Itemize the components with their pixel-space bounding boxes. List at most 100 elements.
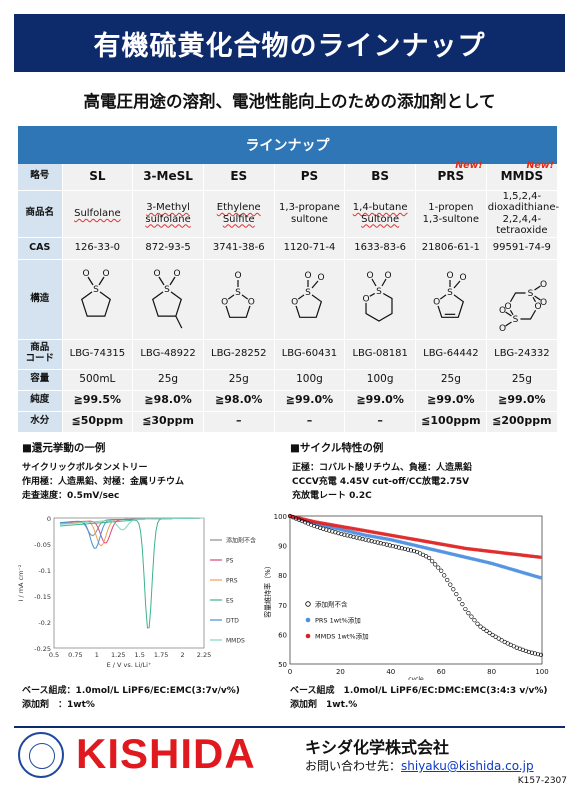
cv-x-axis-label: E / V vs. Li/Li⁺ [107, 661, 152, 669]
cycle-data-point [324, 527, 329, 532]
svg-text:O: O [367, 271, 374, 281]
cas-cell-es: 3741-38-6 [202, 237, 275, 260]
code-cell-ps: LBG-60431 [273, 339, 345, 370]
cas-value: 1633-83-6 [354, 242, 407, 254]
row-cas: CAS 126-33-0 872-93-5 3741-38-6 1120-71-4 16… [18, 237, 557, 260]
cycle-data-point [336, 531, 341, 536]
cycle-data-point [499, 638, 504, 643]
name-cell-ps: 1,3-propane sultone [273, 190, 345, 238]
reduction-conditions: サイクリックボルタンメトリー 作用極：人造黒鉛、対極：金属リチウム 走査速度：0… [22, 461, 184, 503]
capacity-value: 25g [440, 373, 461, 386]
cycle-data-point [466, 610, 471, 616]
svg-text:S: S [376, 287, 382, 297]
reduction-condition-2: 作用極：人造黒鉛、対極：金属リチウム [22, 477, 185, 487]
molecule-structure-icon: SO O [152, 269, 183, 329]
name-cell-prs: 1-propen 1,3-sultone [415, 190, 487, 238]
cv-y-tick-label: -0.1 [38, 567, 51, 575]
cycle-data-point [445, 577, 450, 583]
cycle-data-point [478, 624, 483, 629]
name-cell-3-mesl: 3-Methyl sulfolane [132, 190, 204, 238]
abbr-value: 3-MeSL [143, 168, 193, 183]
cycle-legend-label: PRS 1wt%添加 [315, 616, 361, 625]
code-cell-3-mesl: LBG-48922 [132, 339, 204, 370]
cycle-data-point [351, 534, 356, 539]
contact-email-link[interactable]: shiyaku@kishida.co.jp [401, 759, 534, 773]
cv-y-tick-label: -0.15 [34, 593, 51, 601]
name-cell-mmds: 1,5,2,4-dioxadithiane-2,2,4,4-tetraoxide [485, 190, 560, 238]
contact-label: お問い合わせ先： [305, 759, 402, 773]
page-subtitle: 高電圧用途の溶剤、電池性能向上のための添加剤として [83, 92, 496, 111]
company-seal-logo [18, 732, 64, 778]
capacity-value: 25g [228, 373, 249, 386]
svg-text:O: O [540, 280, 547, 290]
cycle-y-tick-label: 100 [274, 513, 287, 521]
cycle-condition-2: CCCV充電 4.45V cut-off/CC放電2.75V [292, 477, 470, 487]
name-value: 1,4-butane Sultone [352, 202, 408, 225]
row-label-structure: 構造 [18, 259, 62, 340]
water-cell-bs: – [344, 411, 416, 433]
name-value: 1,3-propane sultone [279, 202, 340, 225]
cv-y-tick-label: -0.05 [34, 541, 51, 549]
cycle-y-tick-label: 50 [278, 661, 287, 669]
cycle-data-point [348, 534, 353, 539]
row-purity: 純度 ≧99.5% ≧98.0% ≧98.0% ≧99.0% ≧99.0% ≧99.0% ≧… [18, 390, 557, 412]
cycle-data-point [393, 544, 398, 549]
capacity-cell-3-mesl: 25g [132, 369, 204, 391]
cycle-section-title: ■サイクル特性の例 [290, 442, 384, 454]
cv-y-axis-label: I / mA cm⁻² [17, 564, 25, 601]
cv-legend-label: 添加剤不含 [226, 537, 256, 545]
cycle-footnote-2: 添加剤 1wt.% [290, 700, 358, 710]
cycle-data-point [529, 650, 535, 655]
purity-cell-bs: ≧99.0% [344, 390, 416, 412]
cv-y-tick-label: 0 [47, 515, 51, 523]
cycle-data-point [472, 618, 477, 623]
cycle-data-point [330, 529, 335, 534]
abbr-cell-es: ES [202, 164, 275, 191]
svg-text:O: O [540, 298, 547, 308]
cycle-data-point [423, 554, 429, 559]
water-value: ≦50ppm [71, 414, 124, 428]
water-value: – [236, 414, 242, 428]
svg-text:S: S [93, 285, 99, 295]
new-badge: New! [455, 160, 483, 171]
cycle-data-point [372, 539, 377, 544]
row-capacity: 容量 500mL 25g 25g 100g 100g 25g 25g [18, 369, 557, 391]
cv-x-tick-label: 1 [95, 651, 99, 659]
cycle-data-point [375, 540, 380, 545]
cycle-data-point [369, 539, 374, 544]
name-value: 1,5,2,4-dioxadithiane-2,2,4,4-tetraoxide [487, 190, 560, 237]
cycle-x-tick-label: 80 [487, 668, 496, 676]
cycle-data-point [327, 528, 332, 533]
abbr-value: SL [89, 168, 106, 183]
cycle-data-point [475, 621, 480, 626]
purity-cell-prs: ≧99.0% [415, 390, 487, 412]
code-value: LBG-74315 [69, 348, 126, 360]
cycle-data-point [387, 543, 392, 548]
cycle-data-point [490, 632, 495, 638]
purity-value: ≧99.0% [498, 393, 546, 407]
reduction-footnotes: ベース組成：1.0mol/L LiPF6/EC:EMC(3:7v/v%) 添加剤… [22, 684, 240, 712]
svg-text:O: O [248, 298, 255, 308]
cycle-legend-marker [305, 617, 311, 623]
cycle-data-point [339, 531, 344, 537]
abbr-cell-ps: PS [273, 164, 345, 191]
contact-line: お問い合わせ先：shiyaku@kishida.co.jp [305, 757, 534, 774]
name-cell-es: Ethylene Sulfite [202, 190, 275, 238]
reduction-footnote-2: 添加剤 ：1wt% [22, 700, 95, 710]
abbr-value: PS [300, 168, 319, 183]
cycle-data-point [318, 525, 323, 530]
cv-legend-label: MMDS [226, 638, 245, 645]
cycle-data-point [457, 597, 462, 602]
cycle-data-point [345, 533, 350, 538]
water-value: ≦30ppm [142, 414, 194, 428]
abbr-cell-sl: SL [61, 164, 133, 191]
cycle-x-tick-label: 40 [386, 668, 395, 676]
cycle-data-point [312, 523, 317, 529]
cycle-y-tick-label: 90 [278, 543, 287, 551]
name-value: Ethylene Sulfite [216, 202, 261, 225]
row-water: 水分 ≦50ppm ≦30ppm – – – ≦100ppm ≦200ppm [18, 411, 557, 433]
company-name: キシダ化学株式会社 [305, 738, 450, 757]
cv-x-tick-label: 0.5 [49, 651, 59, 659]
